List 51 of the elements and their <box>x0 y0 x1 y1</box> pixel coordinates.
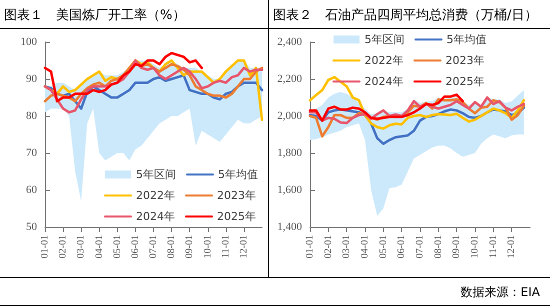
x-tick-label: 01-01 <box>304 235 316 258</box>
x-tick-label: 02-01 <box>322 235 334 258</box>
y-tick-label: 2,000 <box>277 110 302 122</box>
legend-label: 5年均值 <box>446 33 486 46</box>
legend-label: 2024年 <box>364 75 404 88</box>
x-tick-label: 05-01 <box>378 235 389 258</box>
y-tick-label: 2,400 <box>277 36 302 48</box>
y-tick-label: 1,600 <box>277 184 302 196</box>
legend-label: 2023年 <box>445 54 484 67</box>
x-tick-label: 06-01 <box>396 235 408 258</box>
chart-title: 图表１ 美国炼厂开工率（%） <box>4 7 186 24</box>
x-tick-label: 03-01 <box>76 235 87 258</box>
legend-label: 2025年 <box>216 210 256 223</box>
x-tick-label: 05-01 <box>112 235 123 258</box>
x-tick-label: 12-01 <box>238 235 250 258</box>
x-tick-label: 08-01 <box>166 235 178 258</box>
x-tick-label: 07-01 <box>148 235 159 258</box>
x-tick-label: 03-01 <box>341 235 352 258</box>
legend-label: 2022年 <box>364 54 404 67</box>
source-note: 数据来源：EIA <box>460 284 540 301</box>
y-tick-label: 70 <box>26 147 38 159</box>
legend-label: 2024年 <box>136 210 176 223</box>
x-tick-label: 07-01 <box>414 235 426 258</box>
y-tick-label: 1,400 <box>277 221 302 233</box>
x-tick-label: 10-01 <box>202 235 214 258</box>
legend-label: 5年均值 <box>218 168 258 181</box>
x-tick-label: 08-01 <box>432 235 444 258</box>
y-tick-label: 90 <box>26 73 38 85</box>
y-tick-label: 80 <box>26 110 38 122</box>
y-tick-label: 100 <box>20 36 38 48</box>
legend-title: 5年区间 <box>364 33 404 46</box>
x-tick-label: 04-01 <box>360 235 370 258</box>
chart-title: 图表２ 石油产品四周平均总消费（万桶/日） <box>273 7 538 24</box>
x-tick-label: 02-01 <box>58 235 69 258</box>
x-tick-label: 09-01 <box>451 235 462 258</box>
x-tick-label: 11-01 <box>220 235 232 258</box>
x-tick-label: 10-01 <box>470 235 480 258</box>
x-tick-label: 12-01 <box>506 235 518 258</box>
x-tick-label: 09-01 <box>184 235 196 258</box>
x-tick-label: 01-01 <box>40 235 50 258</box>
legend-label: 2023年 <box>216 189 256 202</box>
y-tick-label: 60 <box>26 184 38 196</box>
legend-label: 2025年 <box>445 75 484 88</box>
x-tick-label: 06-01 <box>130 235 141 258</box>
x-tick-label: 04-01 <box>94 235 105 258</box>
y-tick-label: 50 <box>26 221 38 233</box>
y-tick-label: 1,800 <box>277 147 302 159</box>
y-tick-label: 2,200 <box>277 73 302 85</box>
legend-title: 5年区间 <box>136 168 176 181</box>
x-tick-label: 11-01 <box>488 235 499 258</box>
legend-label: 2022年 <box>136 189 176 202</box>
